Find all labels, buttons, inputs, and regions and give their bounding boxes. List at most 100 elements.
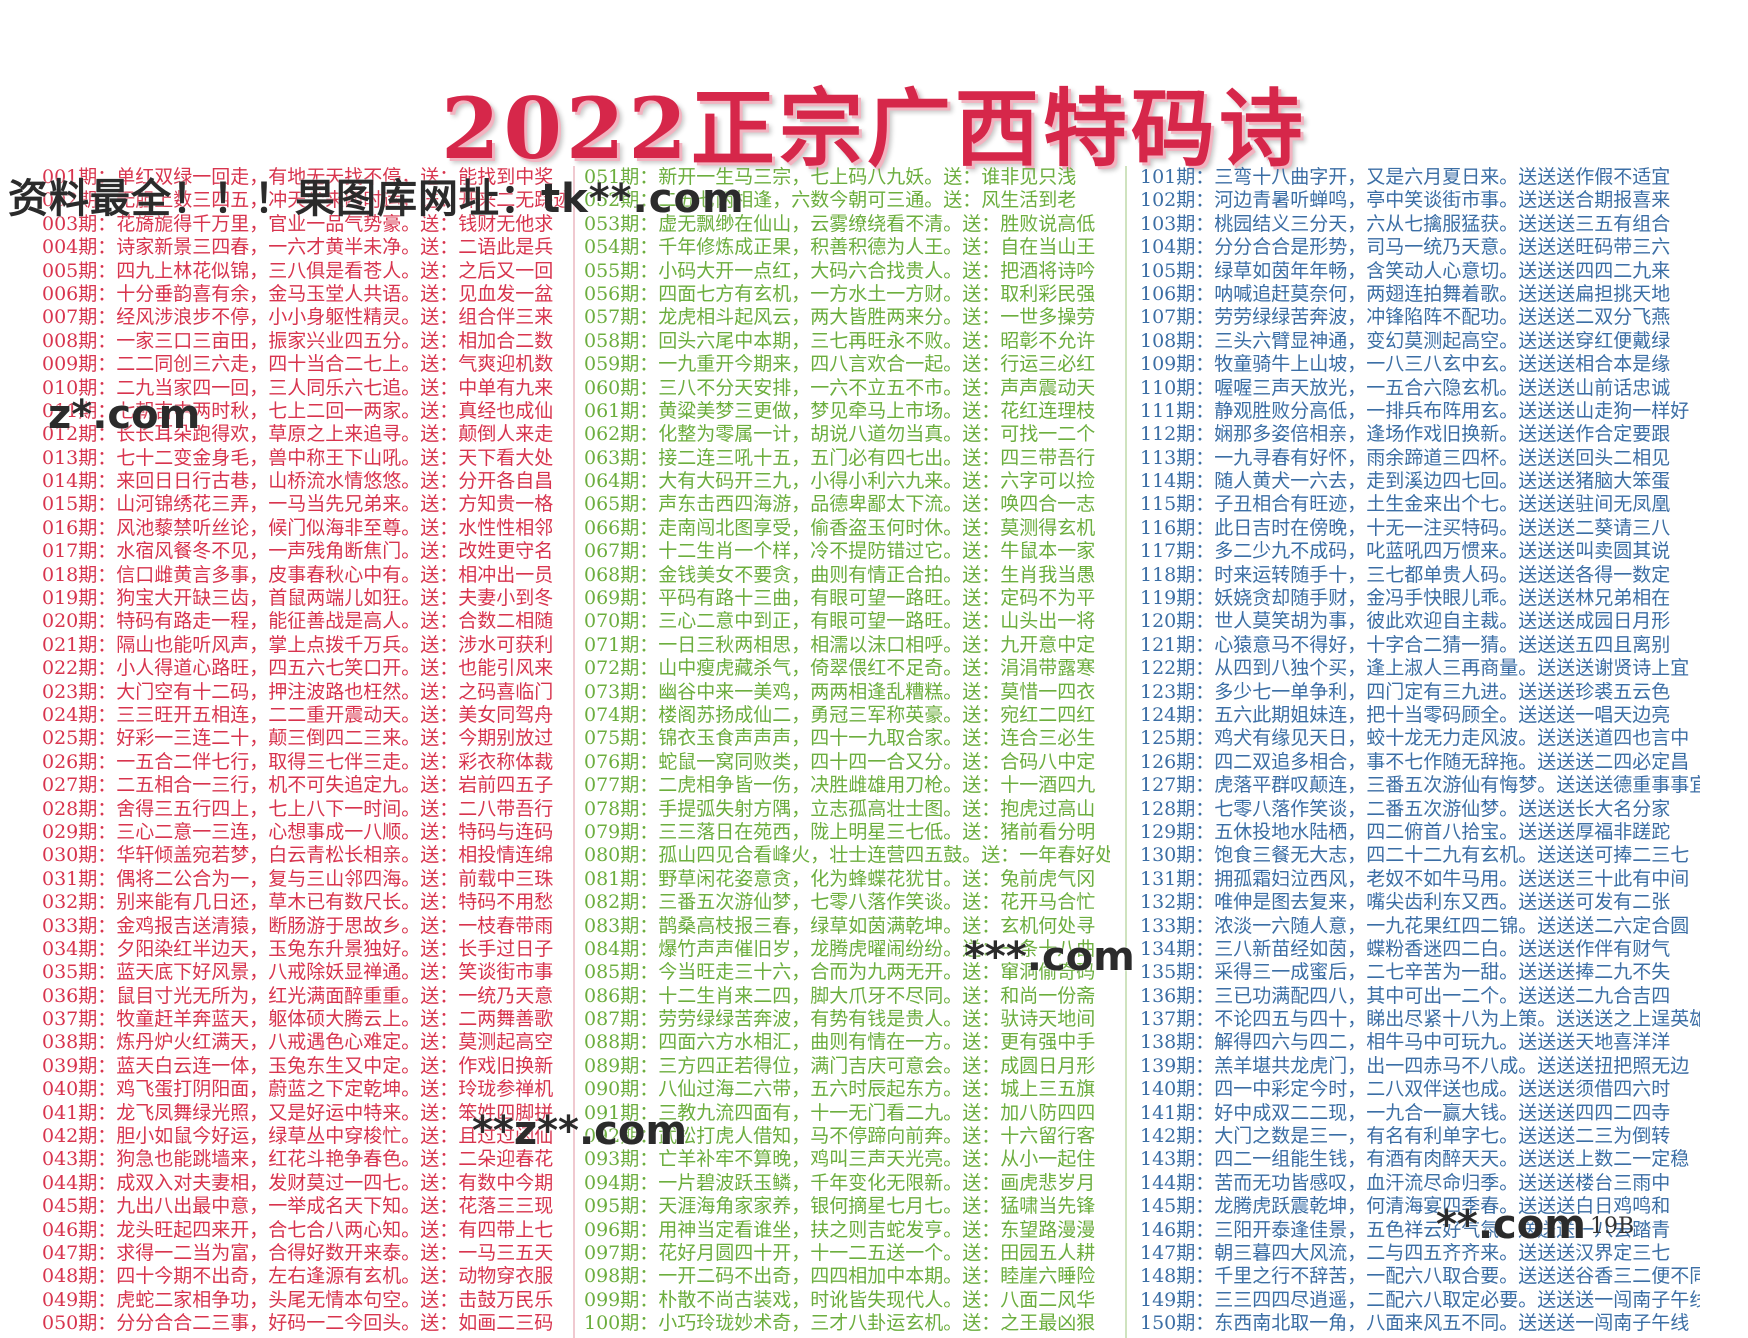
poem-line: 092期：武松打虎人借知，马不停蹄向前奔。送：十六留行客 <box>584 1125 1096 1148</box>
poem-line: 091期：三教九流四面有，十一无门看二九。送：加八防四四 <box>584 1101 1096 1124</box>
poem-line: 066期：走南闯北图享受，偷香盗玉何时休。送：莫测得玄机 <box>584 516 1096 539</box>
poem-line: 024期：三三旺开五相连，二二重开震动天。送：美女同驾舟 <box>42 703 554 726</box>
poem-line: 102期：河边青暑听蝉鸣，亭中笑谈街市事。送送送合期报喜来 <box>1140 189 1671 212</box>
poem-line: 125期：鸡犬有缘见天日，蛟十龙无力走风波。送送送道四也言中 <box>1140 727 1690 750</box>
poem-line: 009期：二二同创三六走，四十当合二七上。送：气爽迎机数 <box>42 353 554 376</box>
poem-line: 137期：不论四五与四十，睇出尽紧十八为上策。送送送之上逞英雄 <box>1140 1008 1700 1031</box>
poem-line: 082期：三番五次游仙梦，七零八落作笑谈。送：花开马合忙 <box>584 891 1096 914</box>
poem-line: 042期：胆小如鼠今好运，绿草丛中穿梭忙。送：且过过闲仙 <box>42 1125 554 1148</box>
poem-line: 072期：山中瘦虎藏杀气，倚翠偎红不足奇。送：涓涓带露寒 <box>584 657 1096 680</box>
poem-line: 018期：信口雌黄言多事，皮事春秋心中有。送：相冲出一员 <box>42 563 554 586</box>
poem-line: 036期：鼠目寸光无所为，红光满面醉重重。送：一统乃天意 <box>42 984 554 1007</box>
poem-line: 002期：无胆上数三四五，冲天尖来四时运，送：开来二无踪迹 <box>42 189 568 212</box>
poem-line: 077期：二虎相争皆一伤，决胜雌雄用刀枪。送：十一酒四九 <box>584 774 1096 797</box>
poem-line: 039期：蓝天白云连一体，玉兔东生又中定。送：作戏旧换新 <box>42 1054 554 1077</box>
poem-line: 142期：大门之数是三一，有名有利单字七。送送送二三为倒转 <box>1140 1125 1671 1148</box>
poem-line: 034期：夕阳染红半边天，玉兔东升景独好。送：长手过日子 <box>42 937 554 960</box>
poem-line: 113期：一九寻春有好怀，雨余蹄道三四杯。送送送回头二相见 <box>1140 446 1671 469</box>
poem-line: 052期：二五七两相逢，六数今朝可三通。送：风生活到老 <box>584 189 1077 212</box>
page-title: 2022正宗广西特码诗 <box>441 79 1307 178</box>
poem-line: 149期：三三四四尽逍遥，二配六八取定必要。送送送一闯南子午线 <box>1140 1288 1700 1311</box>
poem-line: 043期：狗急也能跳墙来，红花斗艳争春色。送：二朵迎春花 <box>42 1148 554 1171</box>
poem-line: 060期：三八不分天安排，一六不立五不市。送：声声震动天 <box>584 376 1096 399</box>
poem-line: 122期：从四到八独个买，逢上淑人三再商量。送送送谢贤诗上宜 <box>1140 657 1690 680</box>
poem-line: 048期：四十今期不出奇，左右逢源有玄机。送：动物穿衣服 <box>42 1265 554 1288</box>
poem-line: 086期：十二生肖来二四，脚大爪牙不尽同。送：和尚一份斋 <box>584 984 1096 1007</box>
poem-line: 010期：二九当家四一回，三人同乐六七追。送：中单有九来 <box>42 376 554 399</box>
poem-line: 044期：成双入对夫妻相，发财莫过一四七。送：有数中今期 <box>42 1171 554 1194</box>
site-watermark: **z**.com <box>472 1108 688 1154</box>
poem-line: 119期：妖娆贪却随手财，金冯手快眼儿乖。送送送林兄弟相在 <box>1140 587 1671 610</box>
poem-line: 058期：回头六尾中本期，三七再旺永不败。送：昭彰不允许 <box>584 329 1096 352</box>
poem-line: 049期：虎蛇二家相争功，头尾无情本句空。送：击鼓万民乐 <box>42 1288 554 1311</box>
poem-line: 070期：三心二意中到正，有眼可望一路旺。送：山头出一将 <box>584 610 1096 633</box>
poem-line: 084期：爆竹声声催旧岁，龙腾虎曜闹纷纷。送：一条十八曲 <box>584 937 1096 960</box>
poem-line: 019期：狗宝大开缺三齿，首鼠两端儿如狂。送：夫妻小到冬 <box>42 587 554 610</box>
poem-line: 098期：一开二码不出奇，四四相加中本期。送：睦崖六睡险 <box>584 1265 1096 1288</box>
poem-column-3: 101期：三弯十八曲字开，又是六月夏日来。送送送作假不适宜 102期：河边青暑听蝉… <box>1140 166 1700 1336</box>
poem-line: 020期：特码有路走一程，能征善战是高人。送：合数二相随 <box>42 610 554 633</box>
poem-line: 123期：多少七一单争利，四门定有三九进。送送送珍裘五云色 <box>1140 680 1671 703</box>
poem-line: 145期：龙腾虎跃震乾坤，何清海宴四季春。送送送白日鸡鸣和 <box>1140 1195 1671 1218</box>
poem-line: 114期：随人黄犬一六去，走到溪边四七回。送送送猪脑大笨蛋 <box>1140 470 1671 493</box>
poem-line: 007期：经风涉浪步不停，小小身躯性精灵。送：组合伴三来 <box>42 306 554 329</box>
poem-line: 050期：分分合合二三事，好码一二今回头。送：如画二三码 <box>42 1312 554 1335</box>
poem-line: 033期：金鸡报吉送清猿，断肠游于思故乡。送：一枝春带雨 <box>42 914 554 937</box>
poem-line: 022期：小人得道心路旺，四五六七笑口开。送：也能引风来 <box>42 657 554 680</box>
poem-line: 069期：平码有路十三曲，有眼可望一路旺。送：定码不为平 <box>584 587 1096 610</box>
poem-line: 064期：大有大码开三九，小得小利六九来。送：六字可以捡 <box>584 470 1096 493</box>
poem-line: 063期：接二连三吼十五，五门必有四七出。送：四三带吾行 <box>584 446 1096 469</box>
poem-line: 003期：花旖旎得千万里，官业一品气势豪。送：钱财无他求 <box>42 212 554 235</box>
poem-line: 143期：四二一组能生钱，有酒有肉醉天天。送送送上数二一定稳 <box>1140 1148 1690 1171</box>
poem-line: 037期：牧童赶羊奔蓝天，躯体硕大腾云上。送：二两舞善歌 <box>42 1008 554 1031</box>
poem-line: 129期：五休投地水陆栖，四二俯首八拾宝。送送送厚福非蹉跎 <box>1140 820 1671 843</box>
poem-line: 147期：朝三暮四大风流，二与四五齐齐来。送送送汉界定三七 <box>1140 1241 1671 1264</box>
poem-line: 131期：拥孤霜妇泣西风，老奴不如牛马用。送送送三十此有中间 <box>1140 867 1690 890</box>
poem-line: 076期：蛇鼠一窝同败类，四十四一合又分。送：合码八中定 <box>584 750 1096 773</box>
poem-line: 134期：三八新苗经如茵，蝶粉香迷四二白。送送送作伴有财气 <box>1140 937 1671 960</box>
poem-line: 138期：解得四六与四二，相牛马中可玩九。送送送天地喜洋洋 <box>1140 1031 1671 1054</box>
poem-line: 004期：诗家新景三四春，一六才黄半未净。送：二语此是兵 <box>42 236 554 259</box>
poem-line: 075期：锦衣玉食声声声，四十一九取合家。送：连合三必生 <box>584 727 1096 750</box>
column-divider <box>573 166 575 1338</box>
poem-line: 111期：静观胜败分高低，一排兵布阵用玄。送送送山走狗一样好 <box>1140 399 1690 422</box>
poem-line: 025期：好彩一三连二十，颠三倒四二三来。送：今期别放过 <box>42 727 554 750</box>
poem-line: 015期：山河锦绣花三弄，一马当先兄弟来。送：方知贵一格 <box>42 493 554 516</box>
poem-line: 115期：子丑相合有旺迹，土生金来出个七。送送送驻间无凤凰 <box>1140 493 1671 516</box>
poem-line: 132期：唯伸是图去复来，嘴尖齿利东又西。送送送可发有二张 <box>1140 891 1671 914</box>
site-watermark: 资料最全！！！果图库网址：tk**.com <box>8 176 745 222</box>
poem-line: 029期：三心二意一三连，心想事成一八顺。送：特码与连码 <box>42 820 554 843</box>
poem-line: 133期：浓淡一六随人意，一九花果红四二锦。送送送二六定合圆 <box>1140 914 1690 937</box>
poem-line: 041期：龙飞凤舞绿光照，又是好运中特来。送：笨姓四脚拼 <box>42 1101 554 1124</box>
poem-line: 146期：三阳开泰逢佳景，五色祥云好气氛。送送送一八去踏青 <box>1140 1218 1671 1241</box>
poem-line: 099期：朴散不尚古装戏，时讹皆失现代人。送：八面二风华 <box>584 1288 1096 1311</box>
poem-line: 078期：手提弧失射方隅，立志孤高壮士图。送：抱虎过高山 <box>584 797 1096 820</box>
poem-line: 038期：炼丹炉火红满天，八戒遇色心难定。送：莫测起高空 <box>42 1031 554 1054</box>
poem-line: 031期：偶将二公合为一，复与三山邻四海。送：前载中三珠 <box>42 867 554 890</box>
poem-line: 094期：一片碧波跃玉鳞，千年变化无限新。送：画虎悲岁月 <box>584 1171 1096 1194</box>
poem-line: 126期：四二双追多相合，事不七作随无辞拖。送送送二四必定昌 <box>1140 750 1690 773</box>
poem-line: 056期：四面七方有玄机，一方水土一方财。送：取利彩民强 <box>584 282 1096 305</box>
poem-line: 062期：化整为零属一计，胡说八道勿当真。送：可找一二个 <box>584 423 1096 446</box>
poem-line: 054期：千年修炼成正果，积善积德为人王。送：自在当山王 <box>584 236 1096 259</box>
poem-line: 057期：龙虎相斗起风云，两大皆胜两来分。送：一世多操劳 <box>584 306 1096 329</box>
poem-line: 071期：一日三秋两相思，相濡以沫口相呼。送：九开意中定 <box>584 633 1096 656</box>
poem-line: 061期：黄粱美梦三更做，梦见牵马上市场。送：花红连理枝 <box>584 399 1096 422</box>
poem-line: 023期：大门空有十二码，押注波路也枉然。送：之码喜临门 <box>42 680 554 703</box>
poem-line: 035期：蓝天底下好风景，八戒除妖显禅通。送：笑谈街市事 <box>42 961 554 984</box>
poem-line: 130期：饱食三餐无大志，四二十二九有玄机。送送送可捧二三七 <box>1140 844 1690 867</box>
page-number: 19B <box>1590 1214 1635 1239</box>
poem-line: 117期：多二少九不成码，叱蓝吼四万惯来。送送送叫卖圆其说 <box>1140 540 1671 563</box>
poem-line: 079期：三三落日在苑西，陇上明星三七低。送：猪前看分明 <box>584 820 1096 843</box>
poem-line: 051期：新开一生马三宗，七上码八九妖。送：谁非见只浅 <box>584 166 1077 188</box>
poem-line: 012期：长长耳朵跑得欢，草原之上来追寻。送：颠倒人来走 <box>42 423 554 446</box>
poem-line: 014期：来回日日行古巷，山桥流水情悠悠。送：分开各自昌 <box>42 470 554 493</box>
poem-line: 028期：舍得三五行四上，七上八下一时间。送：二八带吾行 <box>42 797 554 820</box>
poem-line: 045期：九出八出最中意，一举成名天下知。送：花落三三现 <box>42 1195 554 1218</box>
page: { "title": "2022正宗广西特码诗", "page_number":… <box>8 79 1700 1338</box>
poem-line: 016期：风池藜禁听丝论，候门似海非至尊。送：水性性相邻 <box>42 516 554 539</box>
poem-line: 087期：劳劳绿绿苦奔波，有势有钱是贵人。送：驮诗天地间 <box>584 1008 1096 1031</box>
poem-line: 116期：此日吉时在傍晚，十无一注买特码。送送送二葵请三八 <box>1140 516 1671 539</box>
poem-line: 068期：金钱美女不要贪，曲则有情正合拍。送：生肖我当愚 <box>584 563 1096 586</box>
poem-line: 059期：一九重开今期来，四八言欢合一起。送：行运三必红 <box>584 353 1096 376</box>
